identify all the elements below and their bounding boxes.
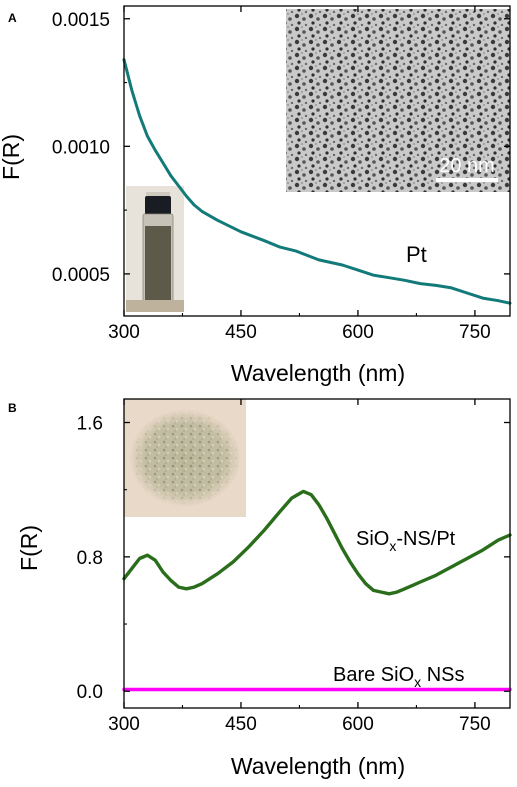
y-tick-label-a-2: 0.0015	[52, 10, 110, 31]
x-tick-label-a-3: 750	[459, 322, 491, 343]
y-tick-label-b-1: 0.8	[77, 548, 103, 569]
tem-image	[286, 9, 510, 192]
series-b	[122, 489, 512, 692]
y-tick-label-b-0: 0.0	[77, 682, 103, 703]
series-line-a-0	[122, 58, 512, 305]
x-tick-label-a-2: 600	[342, 322, 374, 343]
x-tick-label-b-3: 750	[459, 714, 491, 735]
x-tick-label-b-1: 450	[225, 714, 257, 735]
y-tick-label-a-1: 0.0010	[52, 137, 110, 158]
axes-a: 300 450 600 750 0.0005 0.0010 0.0015	[52, 5, 511, 343]
panel-b: B 300 450 600 750 0.0 0.8 1.6 SiOx-NS/Pt Bare …	[8, 398, 512, 779]
x-tick-label-b-2: 600	[342, 714, 374, 735]
powder-photo-inset	[124, 399, 246, 517]
series-label-pt: Pt	[406, 242, 427, 267]
axes-b: 300 450 600 750 0.0 0.8 1.6	[77, 398, 511, 735]
y-axis-title-b: F(R)	[16, 525, 42, 571]
panel-b-letter: B	[8, 401, 17, 415]
scale-bar	[436, 178, 498, 182]
vial-liquid	[145, 226, 171, 300]
x-tick-label-a-1: 450	[225, 322, 257, 343]
panel-a: A 20 nm 300 450 600 750 0.0005 0.0010 0.0015 P…	[0, 5, 512, 386]
plot-frame-b	[123, 398, 511, 709]
y-tick-label-b-2: 1.6	[77, 414, 103, 435]
x-tick-label-b-0: 300	[108, 714, 140, 735]
tem-inset: 20 nm	[286, 9, 510, 192]
scale-bar-label: 20 nm	[439, 155, 495, 177]
x-tick-label-a-0: 300	[108, 322, 140, 343]
plot-frame-a	[123, 5, 511, 317]
series-line-b-0	[122, 489, 512, 596]
series-label-bare: Bare SiOx NSs	[333, 664, 465, 690]
panel-a-letter: A	[8, 11, 17, 25]
x-axis-title-a: Wavelength (nm)	[231, 360, 405, 386]
series-a	[122, 58, 512, 305]
vial-photo-inset	[126, 186, 184, 312]
y-axis-title-a: F(R)	[0, 134, 24, 180]
x-axis-title-b: Wavelength (nm)	[231, 753, 405, 779]
y-tick-label-a-0: 0.0005	[52, 265, 110, 286]
vial-cap	[145, 196, 171, 215]
series-label-sionspt: SiOx-NS/Pt	[356, 528, 456, 554]
